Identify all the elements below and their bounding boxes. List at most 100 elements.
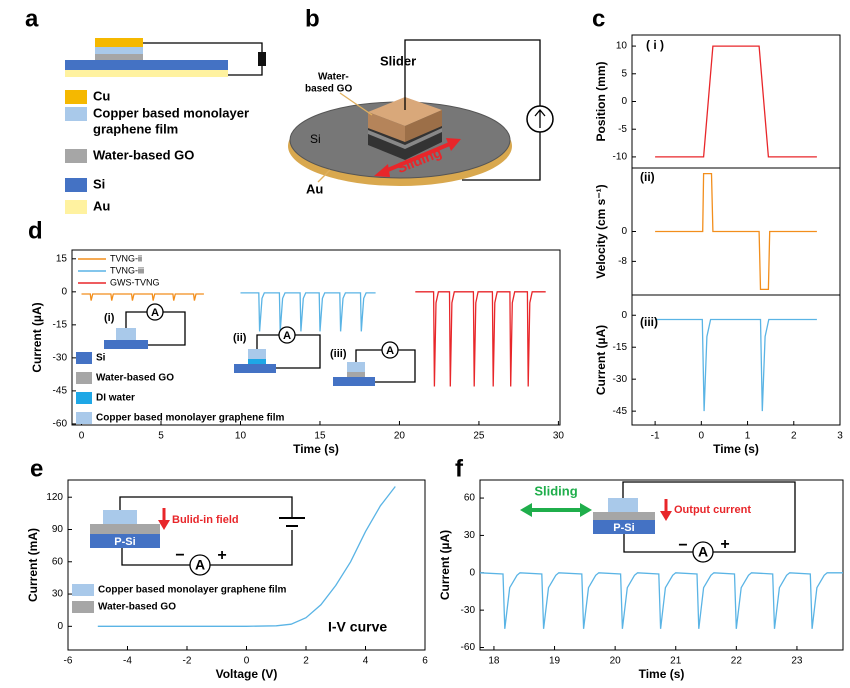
substrate-label: P-Si xyxy=(613,522,634,534)
layer-cu xyxy=(95,38,143,47)
x-tick-label: 0 xyxy=(244,656,250,667)
panel-label: b xyxy=(305,5,320,32)
legend-label: graphene film xyxy=(93,121,178,136)
plot-frame xyxy=(71,249,561,426)
inset-layer xyxy=(103,510,137,524)
inset-layer xyxy=(90,534,160,548)
legend-label: Copper based monolayer graphene film xyxy=(96,413,284,424)
y-tick-label: 0 xyxy=(61,286,67,297)
panel-label: f xyxy=(455,455,464,482)
sign: + xyxy=(720,536,729,553)
legend-swatch xyxy=(65,200,87,214)
inset-layer xyxy=(347,372,365,377)
legend-label: GWS-TVNG xyxy=(110,277,160,287)
legend-label: Water-based GO xyxy=(93,147,194,162)
x-tick-label: 22 xyxy=(731,656,743,667)
ammeter-label: A xyxy=(151,307,159,319)
legend-swatch xyxy=(65,149,87,163)
y-tick-label: -15 xyxy=(53,319,68,330)
inset-layer xyxy=(333,377,375,386)
legend-label: Water-based GO xyxy=(96,373,174,384)
arrow-head xyxy=(446,138,461,151)
slider-front xyxy=(368,112,405,142)
layer-si xyxy=(65,60,228,70)
panel-label: a xyxy=(25,5,39,32)
x-tick-label: -2 xyxy=(183,656,192,667)
y-tick-label: -10 xyxy=(613,152,628,163)
x-tick-label: 23 xyxy=(791,656,803,667)
y-tick-label: 60 xyxy=(464,493,476,504)
legend-swatch xyxy=(76,412,92,424)
annotation: Sliding xyxy=(534,483,577,498)
y-tick-label: 0 xyxy=(621,226,627,237)
y-tick-label: 5 xyxy=(621,68,627,79)
x-tick-label: -1 xyxy=(651,431,660,442)
y-tick-label: 0 xyxy=(621,96,627,107)
y-tick-label: -60 xyxy=(53,419,68,430)
legend-swatch xyxy=(65,90,87,104)
y-tick-label: -45 xyxy=(53,386,68,397)
x-tick-label: 2 xyxy=(303,656,309,667)
y-tick-label: 0 xyxy=(469,567,475,578)
inset-layer xyxy=(608,498,638,512)
annotation: (ii) xyxy=(640,170,655,184)
x-tick-label: 20 xyxy=(394,431,406,442)
annotation: Au xyxy=(306,181,323,196)
leader xyxy=(339,92,373,116)
inset-layer xyxy=(248,359,266,364)
y-tick-label: 120 xyxy=(46,492,63,503)
series-line xyxy=(479,572,843,629)
y-tick-label: -60 xyxy=(461,642,476,653)
x-tick-label: 1 xyxy=(745,431,751,442)
legend-swatch xyxy=(72,601,94,613)
y-tick-label: 30 xyxy=(52,589,64,600)
legend-label: Si xyxy=(96,353,106,364)
x-tick-label: 0 xyxy=(79,431,85,442)
x-tick-label: 5 xyxy=(158,431,164,442)
y-tick-label: 30 xyxy=(464,530,476,541)
x-tick-label: 2 xyxy=(791,431,797,442)
annotation: I-V curve xyxy=(328,619,387,635)
legend-label: DI water xyxy=(96,393,135,404)
x-tick-label: 25 xyxy=(473,431,485,442)
annotation: Bulid-in field xyxy=(172,514,239,526)
ammeter xyxy=(381,341,399,359)
wire xyxy=(355,349,416,383)
annotation: (iii) xyxy=(640,315,658,329)
x-tick-label: 21 xyxy=(670,656,682,667)
substrate-label: P-Si xyxy=(114,536,135,548)
sliding-arrow xyxy=(382,141,453,174)
x-tick-label: 20 xyxy=(610,656,622,667)
legend-swatch xyxy=(76,392,92,404)
slider-right xyxy=(405,110,442,142)
legend-label: TVNG-iii xyxy=(110,265,144,275)
ammeter xyxy=(189,554,211,576)
ammeter-arrow xyxy=(534,108,546,128)
y-tick-label: -30 xyxy=(461,605,476,616)
ammeter-label: A xyxy=(195,557,205,573)
x-tick-label: 15 xyxy=(314,431,326,442)
annotation: Slider xyxy=(380,53,416,68)
legend-label: Copper based monolayer xyxy=(93,105,249,120)
panel-label: d xyxy=(28,217,43,244)
x-tick-label: 6 xyxy=(422,656,428,667)
legend-swatch xyxy=(72,584,94,596)
x-axis-label: Time (s) xyxy=(293,442,339,456)
inset-layer xyxy=(234,364,276,373)
annotation: Si xyxy=(310,132,321,146)
ammeter-label: A xyxy=(283,330,291,342)
y-tick-label: 10 xyxy=(616,41,628,52)
series-line xyxy=(97,486,396,627)
inset-label: (iii) xyxy=(330,348,347,360)
layer-graphene xyxy=(95,47,143,54)
inset-layer xyxy=(90,524,160,534)
slider-top xyxy=(368,97,442,126)
sign: − xyxy=(678,537,687,554)
inset-layer xyxy=(104,340,148,349)
ammeter xyxy=(146,303,164,321)
y-axis-label: Current (µA) xyxy=(438,530,452,600)
y-axis-label: Current (mA) xyxy=(26,528,40,602)
x-tick-label: 30 xyxy=(553,431,565,442)
ammeter-label: A xyxy=(386,345,394,357)
